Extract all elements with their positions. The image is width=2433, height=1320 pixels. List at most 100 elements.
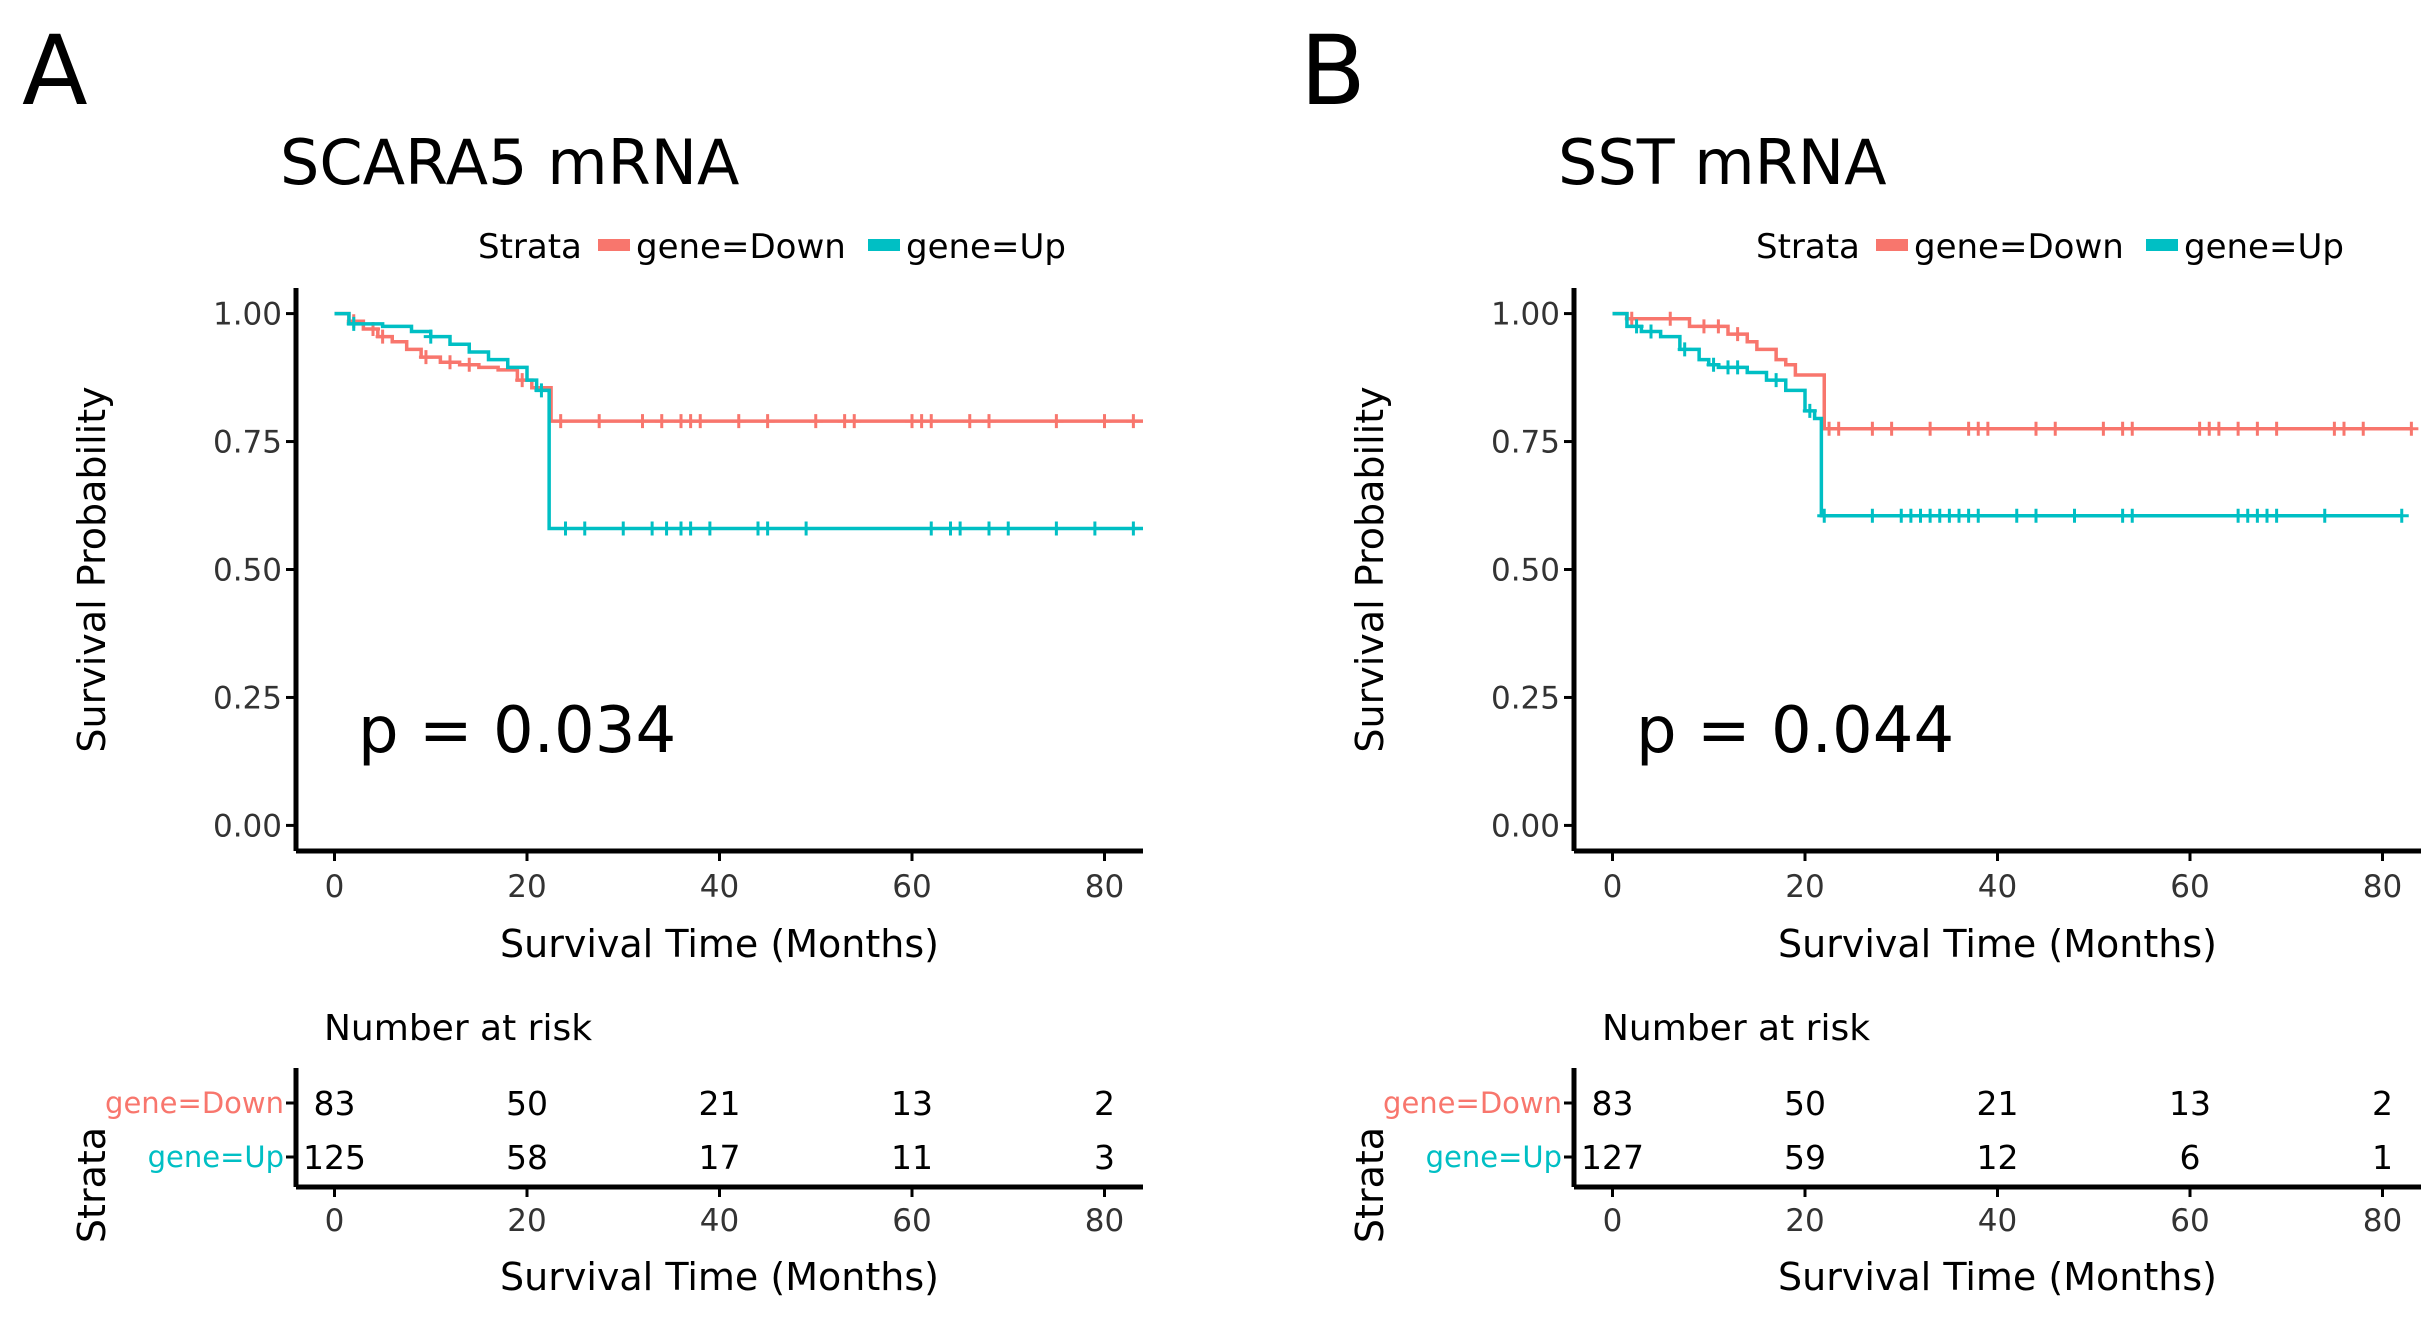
censor-mark-up: [423, 329, 438, 344]
censor-mark-up: [1817, 508, 1832, 523]
censor-mark-up: [1971, 508, 1986, 523]
risk-count: 11: [891, 1138, 933, 1177]
risk-count: 83: [1592, 1084, 1634, 1123]
censor-mark-down: [2125, 421, 2140, 436]
risk-count: 127: [1581, 1138, 1644, 1177]
censor-mark-up: [953, 521, 968, 536]
censor-mark-down: [462, 357, 477, 372]
censor-mark-up: [2125, 508, 2140, 523]
risk-count: 50: [506, 1084, 548, 1123]
censor-mark-up: [2269, 508, 2284, 523]
censor-mark-up: [2317, 508, 2332, 523]
risk-row-label: gene=Down: [105, 1086, 284, 1120]
x-tick-label: 0: [325, 869, 345, 905]
x-tick-label: 20: [1785, 869, 1824, 905]
risk-x-tick-label: 60: [892, 1203, 931, 1239]
censor-mark-up: [2009, 508, 2024, 523]
censor-mark-up: [645, 521, 660, 536]
legend-key-down: [1876, 239, 1908, 251]
censor-mark-up: [1126, 521, 1141, 536]
y-tick-label: 0.50: [1491, 553, 1560, 589]
censor-mark-down: [693, 414, 708, 429]
risk-x-tick-label: 0: [325, 1203, 345, 1239]
censor-mark-down: [2269, 421, 2284, 436]
censor-mark-up: [534, 383, 549, 398]
censor-mark-down: [1663, 311, 1678, 326]
censor-mark-down: [1126, 414, 1141, 429]
censor-mark-up: [659, 521, 674, 536]
x-tick-label: 80: [1085, 869, 1124, 905]
risk-x-tick-label: 0: [1603, 1203, 1623, 1239]
legend: Strata gene=Down gene=Up: [478, 227, 1066, 267]
censor-mark-down: [2250, 421, 2265, 436]
risk-y-axis-label: Strata: [1348, 1127, 1392, 1243]
censor-mark-up: [1802, 403, 1817, 418]
censor-mark-down: [1696, 319, 1711, 334]
risk-count: 1: [2372, 1138, 2393, 1177]
risk-x-tick-label: 40: [1978, 1203, 2017, 1239]
p-value-annotation: p = 0.034: [358, 694, 676, 768]
y-tick-label: 0.25: [213, 680, 282, 716]
risk-x-axis-label: Survival Time (Months): [1778, 1255, 2217, 1299]
y-tick-label: 0.00: [1491, 808, 1560, 844]
panel-title: SCARA5 mRNA: [280, 126, 739, 199]
y-axis-label: Survival Probability: [1348, 386, 1392, 752]
risk-x-tick-label: 80: [1085, 1203, 1124, 1239]
censor-mark-up: [1677, 342, 1692, 357]
panel-title: SST mRNA: [1558, 126, 1887, 199]
censor-mark-down: [2096, 421, 2111, 436]
censor-mark-up: [577, 521, 592, 536]
x-tick-label: 0: [1603, 869, 1623, 905]
risk-table-title: Number at risk: [324, 1008, 592, 1049]
censor-mark-up: [1706, 357, 1721, 372]
censor-mark-up: [1049, 521, 1064, 536]
y-tick-label: 0.25: [1491, 680, 1560, 716]
legend-label: gene=Down: [636, 227, 846, 267]
legend-label: gene=Up: [906, 227, 1066, 267]
censor-mark-down: [731, 414, 746, 429]
censor-mark-up: [2067, 508, 2082, 523]
censor-mark-down: [2231, 421, 2246, 436]
legend-title: Strata: [1756, 227, 1860, 267]
x-tick-label: 60: [2170, 869, 2209, 905]
censor-mark-down: [1831, 421, 1846, 436]
x-tick-label: 60: [892, 869, 931, 905]
legend-label: gene=Down: [1914, 227, 2124, 267]
censor-mark-down: [808, 414, 823, 429]
censor-mark-up: [683, 521, 698, 536]
censor-mark-down: [1049, 414, 1064, 429]
censor-mark-down: [1980, 421, 1995, 436]
censor-mark-down: [1884, 421, 1899, 436]
risk-count: 2: [1094, 1084, 1115, 1123]
risk-table-title: Number at risk: [1602, 1008, 1870, 1049]
km-curve-up: [334, 311, 1143, 531]
risk-count: 58: [506, 1138, 548, 1177]
censor-mark-up: [1087, 521, 1102, 536]
y-tick-label: 1.00: [1491, 297, 1560, 333]
censor-mark-up: [1001, 521, 1016, 536]
km-curve-down: [334, 311, 1143, 423]
censor-mark-up: [1769, 373, 1784, 388]
risk-row-label: gene=Up: [148, 1140, 284, 1174]
x-tick-label: 40: [700, 869, 739, 905]
censor-mark-down: [635, 414, 650, 429]
risk-row-label: gene=Down: [1383, 1086, 1562, 1120]
censor-mark-down: [2404, 421, 2419, 436]
risk-count: 3: [1094, 1138, 1115, 1177]
risk-count: 21: [1977, 1084, 2019, 1123]
censor-mark-down: [760, 414, 775, 429]
censor-mark-down: [375, 329, 390, 344]
censor-mark-down: [654, 414, 669, 429]
risk-count: 83: [314, 1084, 356, 1123]
risk-table: Number at risk gene=Down 83 50 21 13 2 gene=Up 1…: [1348, 1008, 2421, 1299]
legend-title: Strata: [478, 227, 582, 267]
censor-mark-down: [443, 355, 457, 370]
censor-mark-down: [2337, 421, 2351, 436]
risk-x-tick-label: 20: [1785, 1203, 1824, 1239]
x-axis-label: Survival Time (Months): [500, 922, 939, 966]
censor-mark-down: [1730, 327, 1745, 342]
censor-mark-up: [799, 521, 814, 536]
censor-mark-up: [346, 316, 361, 331]
